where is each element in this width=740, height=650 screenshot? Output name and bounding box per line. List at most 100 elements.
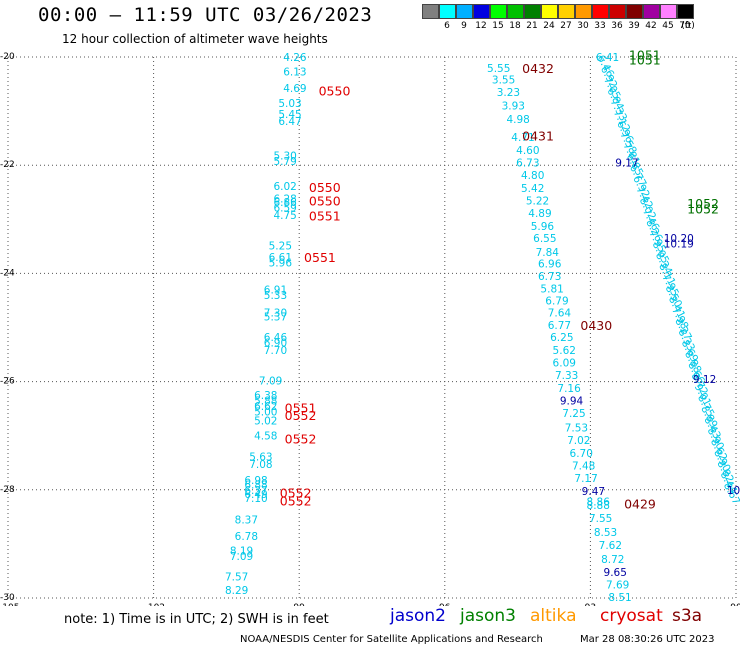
wave-height-value: 4.80	[521, 170, 544, 182]
colorbar-label: 9	[461, 21, 467, 31]
wave-height-value: 9.94	[560, 396, 584, 408]
wave-height-value: 6.46	[264, 332, 288, 344]
lat-tick-label: -24	[0, 268, 15, 278]
pass-time-label: 0552	[285, 431, 317, 446]
pass-time-label: 1051	[629, 53, 661, 68]
altimeter-map: -20 -22 -24 -26 -28 -30-105 -102 -99 -96 -93 -90 4.…	[0, 47, 740, 606]
wave-height-value: 5.03	[278, 98, 301, 110]
colorbar-label: 24	[543, 21, 555, 31]
wave-height-value: 6.49	[244, 489, 267, 501]
wave-height-value: 5.45	[278, 109, 301, 121]
satellite-legend-item: cryosat	[600, 606, 663, 626]
colorbar-label: 70	[679, 21, 691, 31]
colorbar-swatch	[422, 4, 439, 19]
wave-height-value: 6.13	[283, 67, 306, 79]
wave-height-value: 10.20	[664, 233, 694, 245]
wave-height-value: 6.73	[538, 271, 561, 283]
wave-height-value: 8.53	[594, 527, 617, 539]
lat-tick-label: -22	[0, 160, 15, 170]
wave-height-value: 5.33	[264, 290, 287, 302]
wave-height-value: 6.88	[244, 479, 267, 491]
wave-height-value: 5.37	[264, 312, 287, 324]
lon-tick-label: -93	[581, 603, 596, 606]
wave-height-value: 5.79	[273, 156, 296, 168]
colorbar-swatch	[626, 4, 643, 19]
wave-height-value: 7.25	[562, 408, 585, 420]
colorbar-swatch	[677, 4, 694, 19]
wave-height-value: 9.17	[615, 157, 638, 169]
colorbar-unit: (ft)	[681, 21, 695, 31]
colorbar-swatch	[541, 4, 558, 19]
wave-height-value: 5.42	[521, 183, 544, 195]
wave-height-value: 5.62	[553, 345, 576, 357]
wave-height-value: 3.55	[492, 75, 515, 87]
wave-height-value: 6.90	[264, 338, 287, 350]
wave-height-value: 5.88	[254, 396, 277, 408]
pass-time-label: 1052	[687, 201, 719, 216]
wave-height-value: 4.98	[506, 114, 529, 126]
wave-height-value: 3.23	[497, 87, 520, 99]
pass-time-label: 0550	[309, 193, 341, 208]
wave-height-value: 7.64	[548, 307, 572, 319]
generated-timestamp: Mar 28 08:30:26 UTC 2023	[580, 634, 715, 645]
colorbar-swatch	[592, 4, 609, 19]
lon-tick-label: -102	[145, 603, 165, 606]
wave-height-value: 7.62	[599, 540, 622, 552]
wave-height-value: 9.12	[693, 374, 716, 386]
lon-tick-label: -99	[290, 603, 305, 606]
colorbar-label: 21	[526, 21, 538, 31]
wave-height-value: 5.96	[531, 221, 555, 233]
wave-height-value: 7.08	[249, 459, 272, 471]
wave-height-value: 5.96	[269, 258, 293, 270]
wave-height-value: 10	[727, 485, 740, 497]
lon-tick-label: -90	[727, 603, 740, 606]
lat-tick-label: -26	[0, 377, 15, 387]
page-subtitle: 12 hour collection of altimeter wave hei…	[62, 32, 328, 46]
wave-height-value: 7.33	[555, 370, 578, 382]
wave-height-value: 6.02	[273, 181, 296, 193]
wave-height-value: 7.10	[244, 493, 267, 505]
pass-time-label: 0550	[309, 180, 341, 195]
wave-height-value: 6.38	[254, 390, 277, 402]
wave-height-value: 7.09	[230, 551, 253, 563]
pass-time-label: 0429	[624, 496, 656, 511]
page-title: 00:00 – 11:59 UTC 03/26/2023	[38, 4, 373, 26]
wave-height-value: 4.60	[516, 145, 539, 157]
colorbar-swatch	[473, 4, 490, 19]
wave-height-value: 6.28	[273, 194, 296, 206]
colorbar-label: 6	[444, 21, 450, 31]
wave-height-value: 5.25	[269, 240, 292, 252]
wave-height-value: 6.98	[244, 475, 267, 487]
wave-height-value: 7.30	[264, 307, 287, 319]
colorbar-swatch	[660, 4, 677, 19]
pass-time-label: 0432	[522, 61, 554, 76]
wave-height-value: 8.51	[608, 592, 631, 604]
wave-height-value: 7.53	[565, 423, 588, 435]
wave-height-value: 6.79	[545, 295, 568, 307]
wave-height-value: 6.59	[273, 202, 296, 214]
wave-height-value: 8.86	[587, 497, 611, 509]
pass-time-label: 0551	[285, 401, 317, 416]
satellite-legend-item: jason3	[460, 606, 516, 626]
wave-height-value: 4.69	[283, 83, 306, 95]
wave-height-value: 5.81	[540, 284, 563, 296]
footer-note: note: 1) Time is in UTC; 2) SWH is in fe…	[64, 612, 329, 627]
wave-height-value: 8.88	[587, 500, 610, 512]
wave-height-value: 5.55	[487, 63, 510, 75]
colorbar-swatch	[558, 4, 575, 19]
pass-time-label: 1052	[687, 196, 719, 211]
wave-height-value: 6.47	[278, 116, 301, 128]
wave-height-value: 9.47	[582, 486, 605, 498]
wave-height-value: 6.55	[533, 233, 556, 245]
wave-height-value: 4.26	[283, 52, 307, 64]
wave-height-value: 6.77	[548, 320, 571, 332]
wave-height-value: 7.09	[259, 376, 282, 388]
colorbar-label: 39	[628, 21, 640, 31]
lat-tick-label: -30	[0, 593, 15, 603]
wave-height-value: 9.65	[604, 567, 627, 579]
wave-height-value: 5.63	[249, 451, 272, 463]
colorbar-swatch	[490, 4, 507, 19]
colorbar-label: 33	[594, 21, 606, 31]
colorbar-label: 27	[560, 21, 572, 31]
colorbar-label: 12	[475, 21, 487, 31]
